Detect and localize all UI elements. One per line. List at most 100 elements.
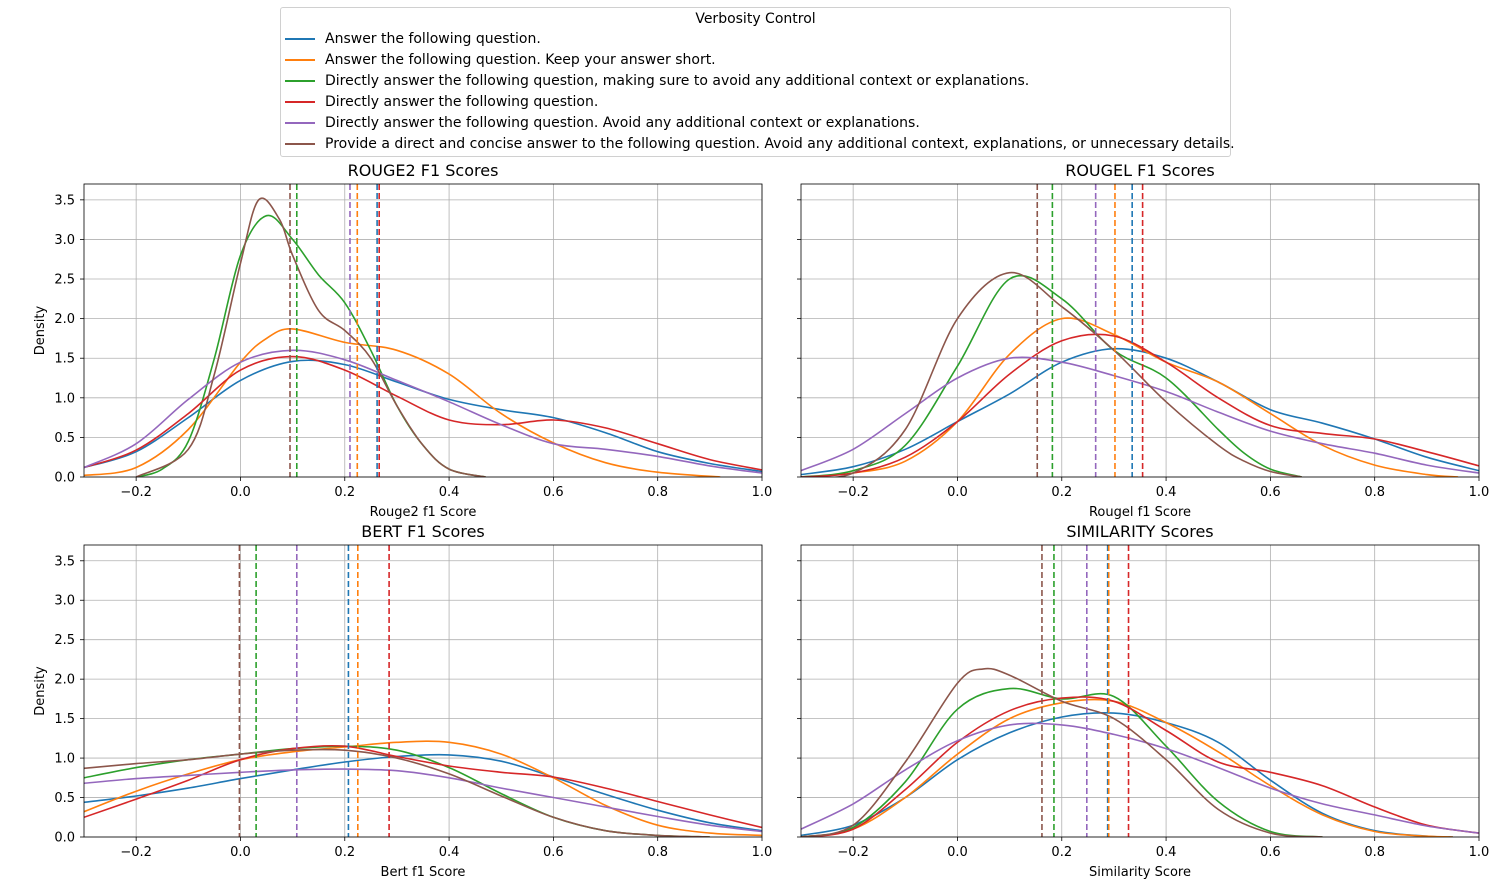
x-tick-label: 0.8 xyxy=(1364,845,1385,860)
chart-panel: −0.2 0.0 0.2 0.4 0.6 0.8 1.0 0.0 0.5 1.0 1.5 2.0 2.5… xyxy=(33,161,772,520)
x-tick-label: 0.2 xyxy=(1051,845,1072,860)
x-axis-label: Similarity Score xyxy=(1089,865,1191,880)
legend-swatch xyxy=(285,143,315,145)
x-tick-label: 1.0 xyxy=(752,845,773,860)
chart-panel: −0.2 0.0 0.2 0.4 0.6 0.8 1.0 ROUGEL F1 Scores Ro… xyxy=(797,161,1489,520)
x-tick-label: 0.2 xyxy=(1051,485,1072,500)
plot-area xyxy=(801,545,1479,837)
y-tick-label: 0.0 xyxy=(54,831,75,846)
density-curve xyxy=(801,667,1323,837)
y-tick-label: 2.5 xyxy=(54,633,75,648)
x-tick-label: 0.0 xyxy=(230,845,251,860)
y-tick-label: 1.5 xyxy=(54,712,75,727)
legend-label: Directly answer the following question, … xyxy=(325,73,1030,89)
x-tick-label: 0.6 xyxy=(543,845,564,860)
legend-label: Answer the following question. xyxy=(325,31,541,47)
y-tick-label: 2.5 xyxy=(54,273,75,288)
density-curve xyxy=(84,740,762,837)
x-tick-label: 1.0 xyxy=(1469,845,1490,860)
y-tick-label: 0.0 xyxy=(54,471,75,486)
y-tick-label: 2.0 xyxy=(54,312,75,327)
legend-label: Provide a direct and concise answer to t… xyxy=(325,136,1235,152)
y-tick-label: 1.0 xyxy=(54,752,75,767)
y-tick-label: 1.5 xyxy=(54,352,75,367)
chart-title: ROUGEL F1 Scores xyxy=(1065,161,1215,180)
density-curve xyxy=(801,274,1302,477)
y-tick-label: 1.0 xyxy=(54,391,75,406)
chart-title: BERT F1 Scores xyxy=(361,522,485,541)
plot-area xyxy=(801,184,1479,477)
axes-frame xyxy=(83,183,763,478)
legend-entry: Directly answer the following question. … xyxy=(285,113,920,133)
x-axis-label: Rougel f1 Score xyxy=(1089,505,1191,520)
x-tick-label: 0.8 xyxy=(647,485,668,500)
x-tick-label: 0.4 xyxy=(1156,845,1177,860)
legend-label: Answer the following question. Keep your… xyxy=(325,52,716,68)
density-curve xyxy=(84,349,762,474)
x-tick-label: 0.6 xyxy=(543,485,564,500)
legend-swatch xyxy=(285,59,315,61)
y-tick-label: 0.5 xyxy=(54,431,75,446)
chart-title: SIMILARITY Scores xyxy=(1066,522,1213,541)
legend-entry: Directly answer the following question. xyxy=(285,92,598,112)
density-curve xyxy=(801,271,1302,477)
x-tick-label: −0.2 xyxy=(120,485,152,500)
legend-entry: Answer the following question. Keep your… xyxy=(285,50,716,70)
x-tick-label: 0.6 xyxy=(1260,845,1281,860)
y-tick-label: 3.5 xyxy=(54,554,75,569)
plot-area xyxy=(84,184,762,477)
chart-panel: −0.2 0.0 0.2 0.4 0.6 0.8 1.0 SIMILARITY Scores S… xyxy=(797,522,1489,880)
x-tick-label: 0.8 xyxy=(647,845,668,860)
x-tick-label: 0.8 xyxy=(1364,485,1385,500)
y-tick-label: 0.5 xyxy=(54,791,75,806)
density-curve xyxy=(84,748,710,837)
legend-title: Verbosity Control xyxy=(695,11,816,27)
x-tick-label: 0.0 xyxy=(230,485,251,500)
legend-swatch xyxy=(285,101,315,103)
y-axis-label: Density xyxy=(33,666,48,716)
legend: Verbosity Control Answer the following q… xyxy=(280,7,1235,157)
x-tick-label: 0.6 xyxy=(1260,485,1281,500)
density-curve xyxy=(801,722,1479,834)
legend-entry: Answer the following question. xyxy=(285,29,541,49)
plot-area xyxy=(84,545,762,837)
density-curve xyxy=(801,356,1479,474)
y-axis-label: Density xyxy=(33,305,48,355)
x-tick-label: 0.4 xyxy=(439,485,460,500)
y-tick-label: 2.0 xyxy=(54,673,75,688)
chart-title: ROUGE2 F1 Scores xyxy=(348,161,499,180)
y-tick-label: 3.5 xyxy=(54,193,75,208)
x-tick-label: −0.2 xyxy=(120,845,152,860)
density-curve xyxy=(84,768,762,833)
legend-label: Directly answer the following question. … xyxy=(325,115,920,131)
legend-swatch xyxy=(285,80,315,82)
legend-label: Directly answer the following question. xyxy=(325,94,599,110)
y-tick-label: 3.0 xyxy=(54,233,75,248)
density-curve xyxy=(84,744,762,829)
x-tick-label: −0.2 xyxy=(837,845,869,860)
density-curve xyxy=(801,347,1479,476)
axes-frame xyxy=(800,544,1480,838)
legend-swatch xyxy=(285,38,315,40)
x-tick-label: 1.0 xyxy=(1469,485,1490,500)
legend-entry: Directly answer the following question, … xyxy=(285,71,1029,91)
chart-panel: −0.2 0.0 0.2 0.4 0.6 0.8 1.0 0.0 0.5 1.0 1.5 2.0 2.5… xyxy=(33,522,772,880)
axes-frame xyxy=(83,544,763,838)
x-axis-label: Bert f1 Score xyxy=(381,865,466,880)
x-tick-label: 0.0 xyxy=(947,845,968,860)
x-tick-label: 1.0 xyxy=(752,485,773,500)
x-tick-label: 0.0 xyxy=(947,485,968,500)
y-tick-label: 3.0 xyxy=(54,594,75,609)
x-tick-label: 0.4 xyxy=(1156,485,1177,500)
x-tick-label: 0.2 xyxy=(334,485,355,500)
density-curve xyxy=(801,696,1479,837)
x-tick-label: −0.2 xyxy=(837,485,869,500)
density-curve xyxy=(84,355,762,471)
axes-frame xyxy=(800,183,1480,478)
density-curve xyxy=(801,333,1479,477)
x-axis-label: Rouge2 f1 Score xyxy=(370,505,477,520)
x-tick-label: 0.4 xyxy=(439,845,460,860)
density-curve xyxy=(84,328,721,477)
density-curve xyxy=(801,698,1453,837)
